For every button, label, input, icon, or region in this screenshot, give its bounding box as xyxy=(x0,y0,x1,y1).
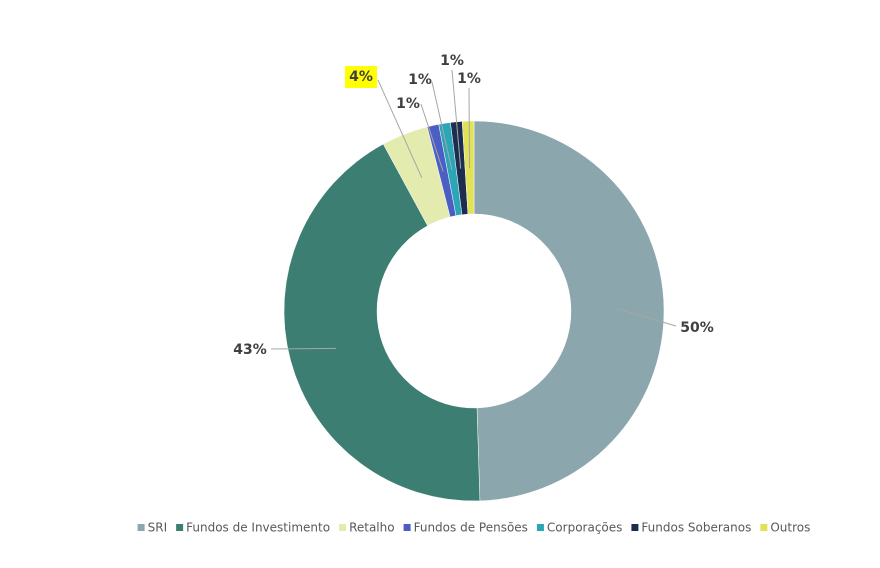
data-label: 4% xyxy=(349,69,373,85)
slice xyxy=(283,143,481,502)
leader-line xyxy=(431,81,453,170)
data-label: 50% xyxy=(680,320,714,336)
legend-label: Outros xyxy=(770,521,810,535)
legend-label: Fundos de Investimento xyxy=(186,521,330,535)
data-label: 1% xyxy=(457,71,481,87)
legend-label: Retalho xyxy=(349,521,395,535)
leader-line xyxy=(616,308,677,327)
leader-line xyxy=(451,69,462,169)
legend-swatch xyxy=(339,524,347,531)
data-label: 1% xyxy=(396,96,420,112)
legend-label: SRI xyxy=(148,521,168,535)
data-label: 43% xyxy=(233,342,267,358)
legend-swatch xyxy=(176,524,184,531)
data-label: 1% xyxy=(408,72,432,88)
label-highlight xyxy=(345,66,377,88)
leader-line xyxy=(468,87,471,169)
legend-swatch xyxy=(760,524,768,531)
leader-line xyxy=(377,79,423,179)
legend-label: Fundos de Pensões xyxy=(414,521,528,535)
slice xyxy=(461,120,475,215)
slice xyxy=(473,120,665,502)
leader-line xyxy=(420,103,444,172)
data-label: 1% xyxy=(440,53,464,69)
legend-swatch xyxy=(403,524,411,531)
legend-swatch xyxy=(137,524,145,531)
legend-label: Fundos Soberanos xyxy=(641,521,751,535)
legend-swatch xyxy=(631,524,639,531)
legend: SRI Fundos de Investimento Retalho Fundos d… xyxy=(137,521,810,535)
legend-swatch xyxy=(536,524,544,531)
leader-line xyxy=(270,347,336,350)
legend-label: Corporações xyxy=(547,521,622,535)
